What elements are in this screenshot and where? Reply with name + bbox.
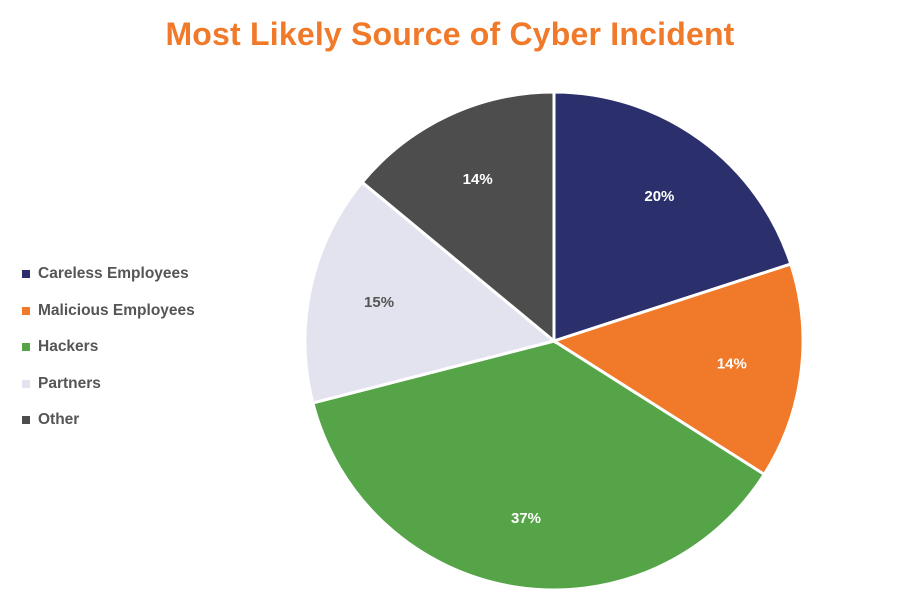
legend-label: Other (38, 411, 80, 429)
legend-item-hackers: Hackers (22, 329, 195, 366)
chart-title: Most Likely Source of Cyber Incident (165, 16, 735, 52)
pie-slice-other (360, 90, 556, 345)
legend-item-other: Other (22, 402, 195, 439)
legend-item-malicious-employees: Malicious Employees (22, 293, 195, 330)
legend-swatch (22, 270, 30, 279)
legend-swatch (22, 379, 30, 388)
legend-item-partners: Partners (22, 366, 195, 403)
legend-label: Partners (38, 374, 101, 392)
legend-swatch (22, 343, 30, 352)
legend-swatch (22, 416, 30, 425)
chart-legend: Careless Employees Malicious Employees Hac… (22, 256, 195, 439)
legend-swatch (22, 306, 30, 315)
data-label: 20% (644, 188, 674, 205)
pie-slice-partners (303, 180, 558, 405)
data-label: 15% (364, 294, 394, 311)
legend-label: Malicious Employees (38, 301, 195, 319)
data-label: 14% (463, 171, 493, 188)
data-label: 14% (717, 355, 747, 372)
pie-slice-hackers (310, 339, 767, 592)
legend-label: Careless Employees (38, 265, 189, 283)
pie-slice-careless-employees (552, 90, 793, 344)
pie-slice-malicious-employees (550, 262, 805, 477)
data-label: 37% (511, 510, 541, 527)
legend-item-careless-employees: Careless Employees (22, 256, 195, 293)
legend-label: Hackers (38, 338, 99, 356)
